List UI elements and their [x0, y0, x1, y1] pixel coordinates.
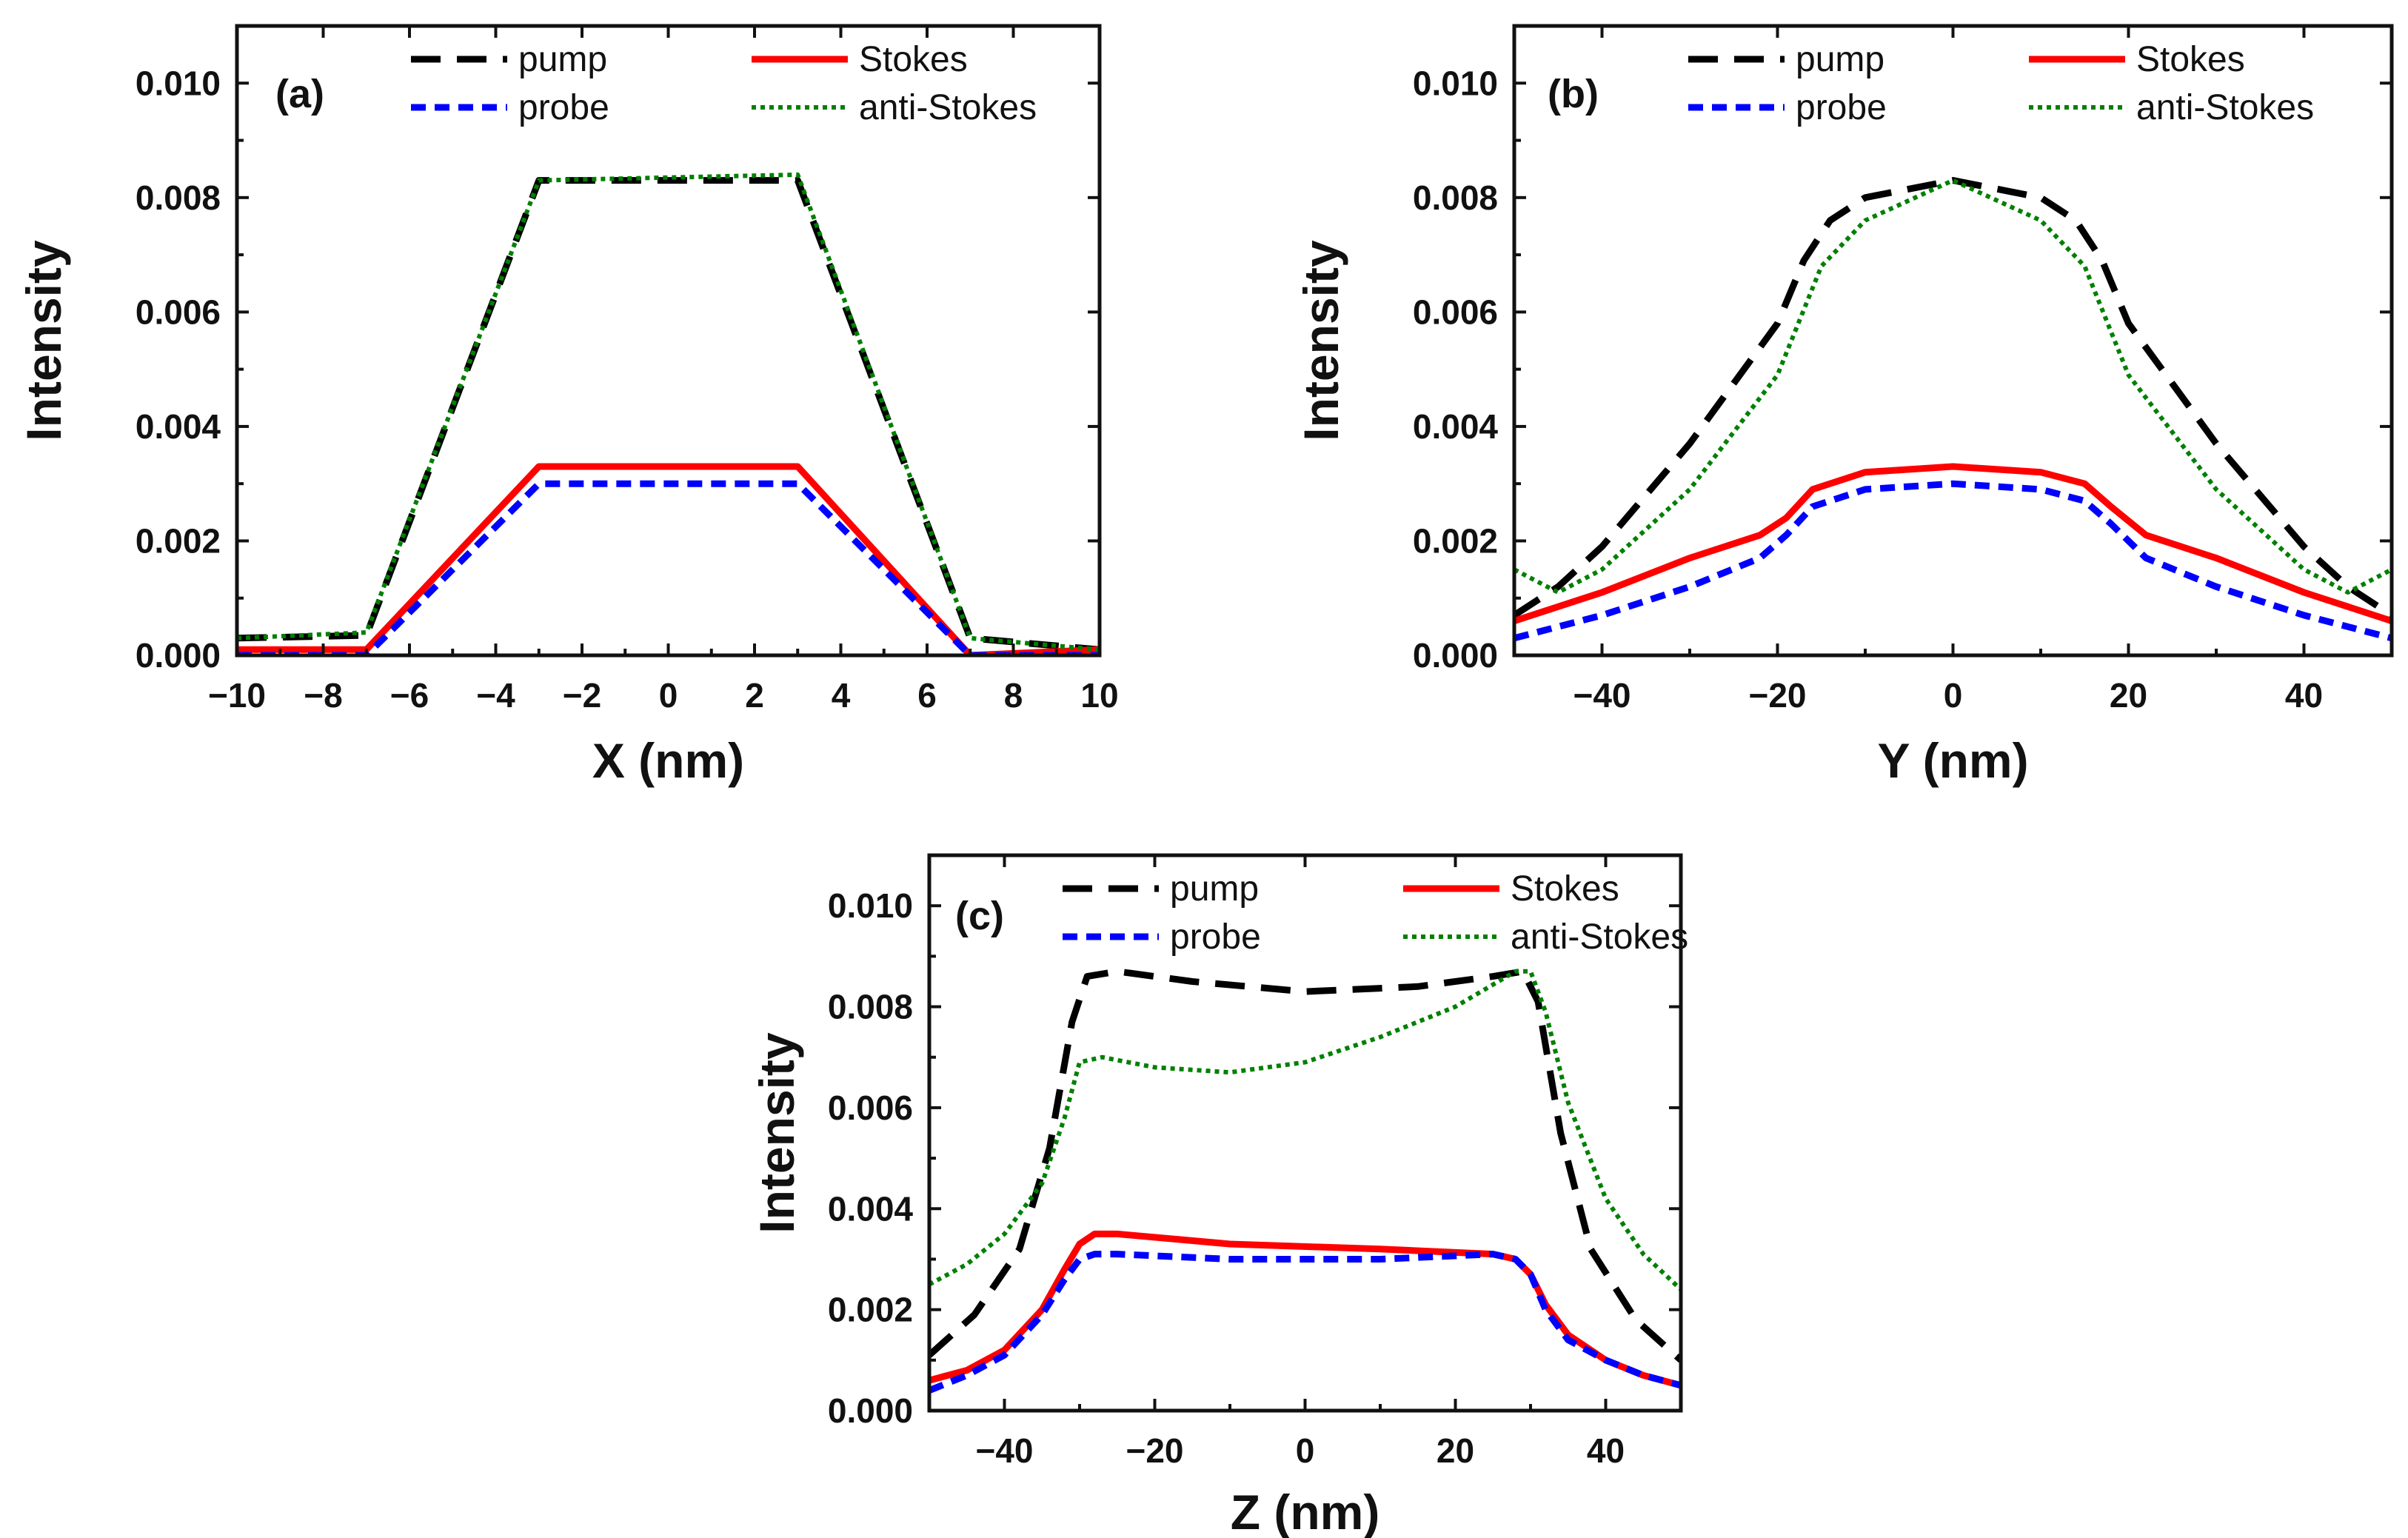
series-line-stokes [929, 1230, 1681, 1389]
x-tick-label: 20 [1437, 1431, 1474, 1470]
x-axis-title: X (nm) [592, 733, 744, 788]
x-tick-label: 2 [745, 676, 764, 715]
x-tick-label: −20 [1126, 1431, 1183, 1470]
x-tick-label: 6 [917, 676, 937, 715]
y-tick-label: 0.006 [136, 292, 221, 331]
x-tick-label: 40 [2285, 676, 2323, 715]
x-tick-label: 0 [659, 676, 678, 715]
x-tick-label: −2 [563, 676, 601, 715]
x-tick-label: −6 [390, 676, 429, 715]
legend-label-pump: pump [1170, 869, 1259, 909]
y-tick-label: 0.008 [828, 988, 913, 1026]
legend-label-probe: probe [518, 88, 609, 127]
series-line-stokes [1514, 463, 2392, 624]
legend-label-anti-stokes: anti-Stokes [2136, 88, 2314, 127]
x-axis-title: Z (nm) [1231, 1485, 1380, 1538]
x-tick-label: −40 [975, 1431, 1033, 1470]
series-line-pump [237, 177, 1100, 653]
y-tick-label: 0.000 [136, 636, 221, 675]
legend-label-anti-stokes: anti-Stokes [1511, 917, 1688, 957]
y-tick-label: 0.002 [828, 1291, 913, 1329]
panel-label: (c) [955, 894, 1004, 938]
legend-label-pump: pump [518, 40, 607, 79]
y-axis-title: Intensity [1294, 240, 1348, 441]
x-axis-title: Y (nm) [1877, 733, 2028, 788]
x-tick-label: −8 [304, 676, 342, 715]
x-tick-label: 4 [832, 676, 851, 715]
y-tick-label: 0.010 [828, 886, 913, 925]
series-line-anti-stokes [237, 172, 1100, 652]
y-tick-label: 0.008 [1413, 178, 1498, 217]
x-tick-label: −4 [476, 676, 515, 715]
y-axis-title: Intensity [16, 240, 71, 441]
x-tick-label: 0 [1944, 676, 1963, 715]
series-line-pump [929, 968, 1681, 1363]
y-tick-label: 0.010 [136, 64, 221, 102]
legend-label-anti-stokes: anti-Stokes [859, 88, 1037, 127]
x-tick-label: 10 [1080, 676, 1118, 715]
y-tick-label: 0.006 [828, 1089, 913, 1127]
y-tick-label: 0.000 [828, 1391, 913, 1430]
x-tick-label: 8 [1004, 676, 1023, 715]
panel-c: −40 −20 0 20 40 0.000 0.002 0.004 0.006 0.008 0.01… [749, 853, 1688, 1538]
y-tick-label: 0.004 [136, 407, 221, 446]
y-tick-label: 0.002 [136, 521, 221, 560]
legend-label-stokes: Stokes [1511, 869, 1619, 909]
legend: pump Stokes probe anti-Stokes [1688, 40, 2314, 127]
series-group [237, 172, 1100, 655]
series-line-anti-stokes [929, 969, 1681, 1291]
x-tick-label: 0 [1296, 1431, 1315, 1470]
series-line-probe [1514, 480, 2392, 642]
x-tick-label: −40 [1573, 676, 1631, 715]
legend-label-stokes: Stokes [859, 40, 968, 79]
series-line-probe [929, 1251, 1681, 1394]
series-group [929, 968, 1681, 1394]
x-tick-label: 40 [1587, 1431, 1625, 1470]
legend-label-probe: probe [1170, 917, 1261, 957]
series-line-anti-stokes [1514, 178, 2392, 595]
y-tick-label: 0.002 [1413, 521, 1498, 560]
panel-label: (a) [275, 72, 324, 116]
x-tick-label: −10 [208, 676, 266, 715]
legend-label-probe: probe [1796, 88, 1887, 127]
y-tick-label: 0.010 [1413, 64, 1498, 102]
legend: pump Stokes probe anti-Stokes [1063, 869, 1688, 957]
y-tick-label: 0.004 [828, 1189, 914, 1228]
legend-label-pump: pump [1796, 40, 1884, 79]
panel-label: (b) [1548, 72, 1599, 116]
y-tick-label: 0.008 [136, 178, 221, 217]
series-group [1514, 177, 2392, 642]
y-tick-label: 0.006 [1413, 292, 1498, 331]
x-tick-label: 20 [2110, 676, 2147, 715]
y-axis-title: Intensity [749, 1032, 804, 1234]
x-tick-label: −20 [1748, 676, 1806, 715]
series-line-probe [237, 480, 1100, 655]
panel-a: −10 −8 −6 −4 −2 0 2 4 6 8 10 0.000 0.002 0.004 0.006 0.… [16, 24, 1119, 788]
legend: pump Stokes probe anti-Stokes [411, 40, 1037, 127]
y-tick-label: 0.000 [1413, 636, 1498, 675]
series-line-pump [1514, 177, 2392, 618]
panel-b: −40 −20 0 20 40 0.000 0.002 0.004 0.006 0.008 0.01… [1294, 24, 2394, 788]
legend-label-stokes: Stokes [2136, 40, 2245, 79]
y-tick-label: 0.004 [1413, 407, 1499, 446]
